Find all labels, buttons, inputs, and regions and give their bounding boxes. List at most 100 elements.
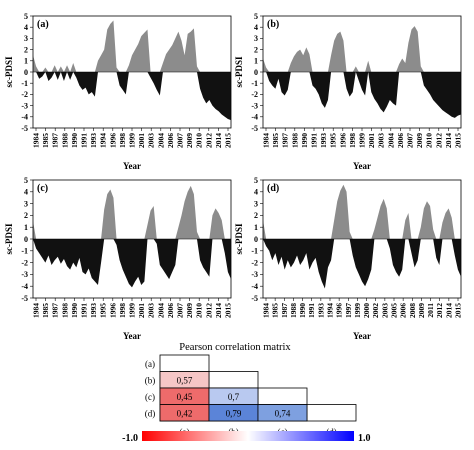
x-tick-label: 1985 — [271, 303, 280, 318]
y-tick-label: 4 — [254, 188, 258, 197]
matrix-cell-outline — [306, 404, 357, 422]
y-tick-label: -2 — [21, 90, 28, 99]
x-tick-label: 1990 — [300, 133, 309, 148]
x-tick-label: 2008 — [408, 303, 417, 318]
matrix-cell-value: 0,42 — [177, 408, 193, 418]
x-tick-label: 2012 — [434, 133, 443, 148]
y-tick-label: 3 — [24, 34, 28, 43]
y-tick-label: 5 — [254, 12, 258, 21]
x-axis-label: Year — [353, 161, 371, 171]
y-tick-label: 1 — [254, 223, 258, 232]
x-tick-label: 2010 — [425, 133, 434, 148]
x-tick-label: 1998 — [348, 133, 357, 148]
x-tick-label: 2012 — [204, 303, 213, 318]
x-tick-label: 1997 — [344, 303, 353, 318]
panel-d: -5 -4 -3 -2 -1 0 1 2 3 4 5 1984 1985 1987 1988 1990 1991… — [234, 176, 463, 341]
y-tick-label: 1 — [24, 57, 28, 66]
x-tick-label: 2014 — [214, 133, 223, 148]
x-axis-label: Year — [353, 331, 371, 341]
x-tick-label: 2001 — [137, 133, 146, 148]
y-tick-label: 4 — [254, 23, 258, 32]
y-axis-label: sc-PDSI — [234, 56, 244, 87]
x-tick-label: 1984 — [32, 303, 41, 318]
panel-label: (b) — [267, 19, 279, 30]
x-tick-label: 1991 — [80, 303, 89, 318]
x-tick-label: 2002 — [371, 303, 380, 318]
matrix-cell-outline — [257, 387, 308, 405]
matrix-row-label: (a) — [145, 359, 155, 369]
y-tick-label: -3 — [21, 270, 28, 279]
series-negative-area — [263, 72, 461, 118]
y-tick-label: -4 — [21, 282, 28, 291]
y-tick-label: -2 — [251, 90, 258, 99]
x-tick-label: 1991 — [307, 303, 316, 318]
series-negative-area — [33, 72, 231, 121]
y-tick-label: -5 — [21, 124, 28, 133]
x-tick-label: 1990 — [70, 303, 79, 318]
series-positive-area — [33, 20, 231, 72]
x-tick-label: 2003 — [377, 133, 386, 148]
x-tick-label: 1987 — [51, 133, 60, 148]
x-tick-label: 1996 — [338, 133, 347, 148]
y-tick-label: 0 — [254, 235, 258, 244]
x-tick-label: 2006 — [399, 303, 408, 318]
x-tick-label: 2009 — [185, 303, 194, 318]
y-tick-label: -4 — [21, 113, 28, 122]
x-tick-label: 1990 — [298, 303, 307, 318]
x-tick-label: 2009 — [185, 133, 194, 148]
y-tick-label: -1 — [251, 79, 258, 88]
y-tick-label: 1 — [254, 57, 258, 66]
series-positive-area — [263, 26, 461, 72]
x-tick-label: 1987 — [280, 303, 289, 318]
y-tick-label: -1 — [21, 79, 28, 88]
x-tick-label: 1993 — [89, 133, 98, 148]
matrix-cell — [257, 404, 308, 422]
x-tick-label: 1991 — [80, 133, 89, 148]
x-tick-label: 1996 — [108, 133, 117, 148]
panel-c: -5 -4 -3 -2 -1 0 1 2 3 4 5 1984 1985 1987 1988 1990 1991… — [4, 176, 233, 341]
x-axis-label: Year — [123, 161, 141, 171]
x-tick-label: 1984 — [262, 303, 271, 318]
y-tick-label: 3 — [24, 199, 28, 208]
y-tick-label: 3 — [254, 199, 258, 208]
x-axis-label: Year — [123, 331, 141, 341]
y-tick-label: -3 — [251, 101, 258, 110]
x-tick-label: 1999 — [128, 303, 137, 318]
panel-label: (d) — [267, 183, 279, 194]
x-tick-label: 2009 — [415, 133, 424, 148]
x-tick-label: 1988 — [289, 303, 298, 318]
y-tick-label: 2 — [24, 45, 28, 54]
y-tick-label: 1 — [24, 223, 28, 232]
y-tick-label: -4 — [251, 282, 258, 291]
x-tick-label: 1987 — [281, 133, 290, 148]
x-tick-label: 1987 — [51, 303, 60, 318]
x-tick-label: 2012 — [435, 303, 444, 318]
x-tick-label: 1994 — [99, 133, 108, 148]
matrix-row-label: (d) — [145, 408, 156, 418]
matrix-cell-value: 0,7 — [228, 392, 240, 402]
x-tick-label: 1985 — [41, 303, 50, 318]
colorbar-min-label: -1.0 — [122, 433, 138, 444]
matrix-cell-outline — [208, 371, 259, 389]
y-tick-label: 4 — [24, 188, 28, 197]
matrix-cells: 0,57 0,45 0,7 0,42 0,79 0,74 — [159, 354, 357, 422]
x-tick-label: 1994 — [326, 303, 335, 318]
matrix-title: Pearson correlation matrix — [179, 342, 291, 353]
series-negative-area — [33, 239, 231, 288]
matrix-cell-value: 0,79 — [226, 408, 242, 418]
x-tick-label: 1999 — [128, 133, 137, 148]
x-tick-label: 2015 — [224, 133, 233, 148]
y-tick-label: -1 — [21, 247, 28, 256]
matrix-cell-value: 0,74 — [275, 408, 291, 418]
panel-label: (c) — [37, 183, 48, 194]
x-tick-label: 1985 — [271, 133, 280, 148]
matrix-cell-outline — [159, 354, 210, 372]
x-tick-label: 1993 — [319, 133, 328, 148]
x-tick-label: 1988 — [60, 133, 69, 148]
y-tick-label: 0 — [24, 68, 28, 77]
colorbar-max-label: 1.0 — [358, 433, 371, 444]
x-tick-label: 1988 — [290, 133, 299, 148]
y-tick-label: 2 — [254, 45, 258, 54]
